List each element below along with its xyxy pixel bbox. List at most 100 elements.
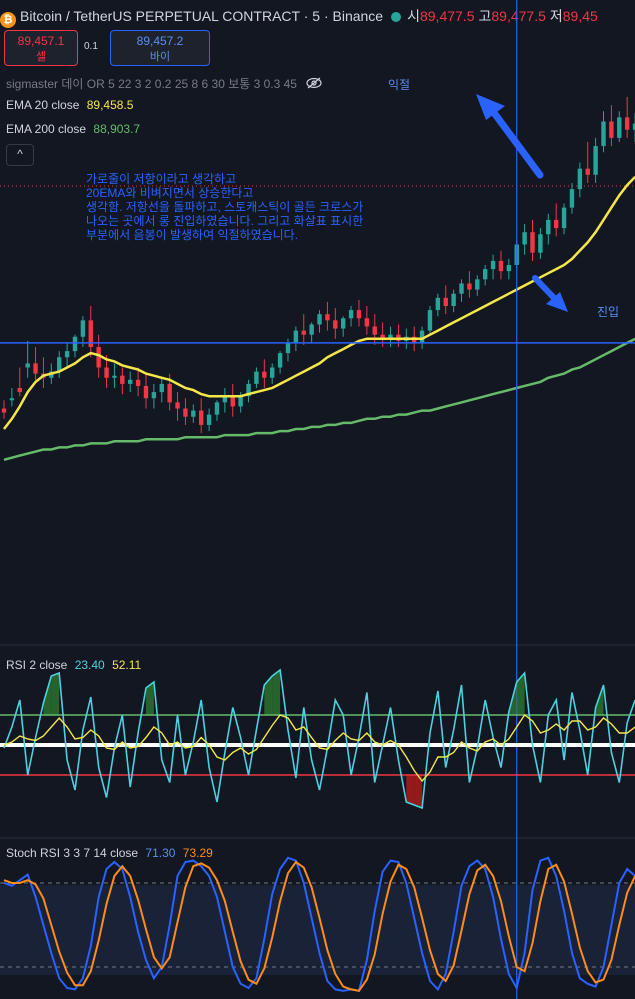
ema200-value: 88,903.7 xyxy=(93,122,141,136)
spread-value: 0.1 xyxy=(84,41,98,52)
candle-body xyxy=(451,293,456,306)
candle-body xyxy=(88,320,93,347)
rsi-legend[interactable]: RSI 2 close 23.40 52.11 xyxy=(6,658,141,672)
candle-body xyxy=(64,351,70,358)
stoch-band xyxy=(0,885,635,975)
candle-body xyxy=(17,388,22,393)
candle-body xyxy=(112,375,117,378)
candle-body xyxy=(467,283,472,290)
symbol-title[interactable]: Bitcoin / TetherUS PERPETUAL CONTRACT · … xyxy=(20,8,384,24)
candle-body xyxy=(222,396,228,403)
candle-body xyxy=(277,353,283,368)
candle-body xyxy=(601,121,606,147)
candle-body xyxy=(25,363,30,368)
high-value: 89,477.5 xyxy=(491,8,546,24)
collapse-legend-button[interactable]: ^ xyxy=(6,144,34,166)
sell-label: 셀 xyxy=(35,51,47,63)
rsi-overbought-fill xyxy=(43,676,52,715)
candle-body xyxy=(632,123,635,130)
candle-body xyxy=(183,408,188,417)
ema200-legend[interactable]: EMA 200 close 88,903.7 xyxy=(6,122,140,136)
candle-body xyxy=(175,402,180,409)
candle-body xyxy=(262,371,267,378)
stoch-d-value: 73.29 xyxy=(182,846,213,860)
candle-body xyxy=(301,330,306,335)
open-value: 89,477.5 xyxy=(419,8,475,24)
rsi-value-slow: 52.11 xyxy=(112,658,142,672)
rsi-fast-line xyxy=(3,668,635,810)
candle-body xyxy=(285,342,291,354)
candle-body xyxy=(159,383,164,393)
candle-body xyxy=(1,408,7,413)
candle-body xyxy=(317,314,322,325)
candle-body xyxy=(427,310,433,331)
candle-body xyxy=(624,117,630,130)
stoch-label: Stoch RSI 3 3 7 14 close xyxy=(6,846,139,860)
rsi-overbought-fill xyxy=(264,676,273,715)
take-profit-label: 익절 xyxy=(388,78,411,92)
stoch-k-value: 71.30 xyxy=(145,846,176,860)
rsi-overbought-fill xyxy=(516,673,525,715)
candle-body xyxy=(380,334,385,339)
candle-body xyxy=(475,279,480,290)
eye-off-icon[interactable] xyxy=(306,77,322,91)
candle-body xyxy=(356,310,362,319)
candle-body xyxy=(269,367,275,378)
candle-body xyxy=(96,347,101,368)
low-value: 89,45 xyxy=(562,8,598,24)
stoch-legend[interactable]: Stoch RSI 3 3 7 14 close 71.30 73.29 xyxy=(6,846,213,860)
candle-body xyxy=(104,367,109,378)
candle-body xyxy=(199,410,204,425)
candle-body xyxy=(530,232,535,253)
buy-price: 89,457.2 xyxy=(136,34,184,48)
note-line: 생각함. 저항선을 돌파하고, 스토캐스틱이 골든 크로스가 xyxy=(86,200,364,214)
candle-body xyxy=(191,410,196,417)
ema200-line xyxy=(3,337,635,462)
candle-body xyxy=(569,189,575,208)
candle-body xyxy=(143,385,149,399)
stoch-k-line xyxy=(3,856,635,992)
entry-label: 진입 xyxy=(597,305,620,319)
strategy-note: 가로줄이 저항이라고 생각하고 20EMA와 비벼지면서 상승한다고 생각함. … xyxy=(86,172,363,242)
buy-button[interactable]: 89,457.2 바이 xyxy=(110,30,210,66)
market-status-icon xyxy=(391,12,402,22)
candle-body xyxy=(577,168,583,190)
buy-label: 바이 xyxy=(149,51,171,63)
candle-body xyxy=(482,269,488,280)
candle-body xyxy=(443,297,448,306)
note-line: 20EMA와 비벼지면서 상승한다고 xyxy=(86,186,254,200)
candle-body xyxy=(538,234,543,253)
note-line: 부분에서 음봉이 발생하여 익절하였습니다. xyxy=(86,228,299,242)
ema20-legend[interactable]: EMA 20 close 89,458.5 xyxy=(6,98,133,112)
ema20-line xyxy=(3,176,635,430)
candle-body xyxy=(561,207,567,229)
rsi-oversold-fill xyxy=(406,775,415,805)
candle-body xyxy=(293,330,299,343)
candle-body xyxy=(128,379,133,384)
candle-body xyxy=(151,392,157,399)
candle-body xyxy=(419,330,425,343)
rsi-label: RSI 2 close xyxy=(6,658,68,672)
candle-body xyxy=(388,334,393,339)
sell-button[interactable]: 89,457.1 셀 xyxy=(4,30,78,66)
rsi-value-fast: 23.40 xyxy=(74,658,105,672)
entry-arrow xyxy=(532,275,568,312)
open-label: 시 xyxy=(407,8,420,24)
candle-body xyxy=(167,383,172,403)
sigmaster-indicator[interactable]: sigmaster 데이 OR 5 22 3 2 0.2 25 8 6 30 보… xyxy=(6,75,322,92)
candle-body xyxy=(498,260,504,272)
take-profit-arrow xyxy=(476,94,544,179)
chevron-up-icon: ^ xyxy=(17,147,23,161)
candle-body xyxy=(120,375,125,384)
candle-body xyxy=(238,396,243,407)
candle-body xyxy=(9,398,15,401)
candle-body xyxy=(230,396,235,407)
candle-body xyxy=(372,326,377,335)
candle-body xyxy=(609,121,614,138)
symbol-title-row[interactable]: ₿ Bitcoin / TetherUS PERPETUAL CONTRACT ·… xyxy=(0,6,602,28)
sell-price: 89,457.1 xyxy=(17,34,65,48)
low-label: 저 xyxy=(549,8,563,24)
candle-body xyxy=(506,265,512,272)
candle-body xyxy=(593,146,598,175)
